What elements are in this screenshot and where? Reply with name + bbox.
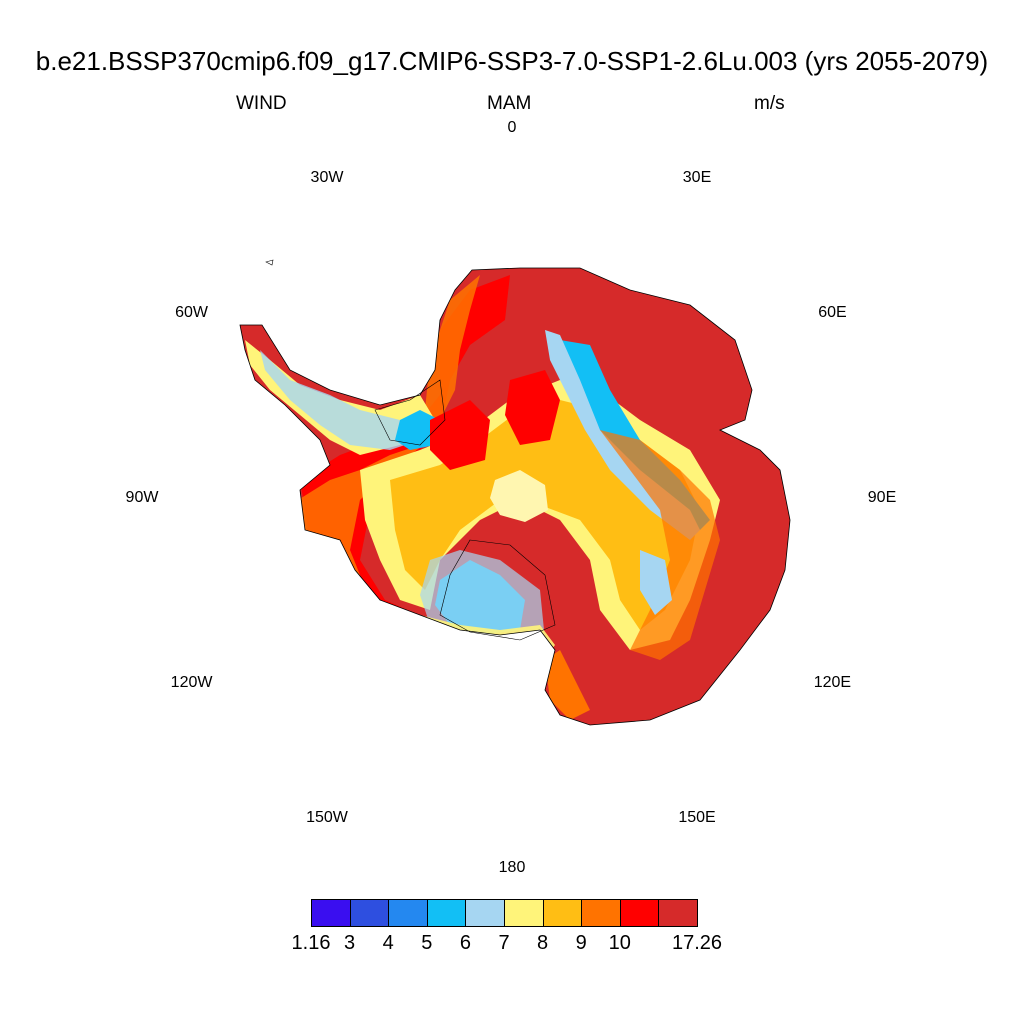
- wind-band-east-orange: [600, 430, 720, 660]
- wind-band-victoria-coast-orange: [545, 650, 590, 720]
- coastline: [239, 267, 791, 726]
- lon-label: 120E: [813, 674, 852, 691]
- lon-label: 90W: [125, 489, 159, 506]
- wind-band-peninsula-blue: [260, 350, 430, 450]
- lon-label: 30W: [310, 168, 344, 186]
- lon-label: 60W: [175, 304, 209, 321]
- figure-title: b.e21.BSSP370cmip6.f09_g17.CMIP6-SSP3-7.…: [35, 46, 989, 76]
- wind-patch-amery-blue: [640, 550, 672, 615]
- colorbar-label: 8: [537, 932, 549, 954]
- colorbar-box: [465, 899, 505, 927]
- colorbar-box: [619, 899, 660, 927]
- colorbar-label: 17.26: [671, 932, 723, 954]
- wind-patch-interior-red-west: [430, 400, 490, 470]
- lon-label: 180: [498, 859, 526, 876]
- colorbar-label: 3: [344, 932, 356, 954]
- wind-patch-weddell-blue: [395, 410, 440, 450]
- units-label: m/s: [754, 93, 785, 114]
- lon-label: 150W: [306, 809, 348, 827]
- colorbar-label: 10: [608, 932, 631, 954]
- colorbar: [311, 899, 698, 927]
- ice-shelf-outline-weddell: [374, 379, 446, 446]
- colorbar-label: 4: [382, 932, 394, 954]
- colorbar-box: [658, 899, 698, 927]
- lon-label: 120W: [170, 674, 213, 691]
- colorbar-label: 5: [421, 932, 433, 954]
- colorbar-label: 6: [459, 932, 471, 954]
- lon-label: 90E: [867, 489, 897, 506]
- colorbar-box: [581, 899, 621, 927]
- wind-patch-pole-lightyellow: [490, 470, 548, 522]
- colorbar-box: [388, 899, 428, 927]
- season-label: MAM: [487, 93, 532, 114]
- colorbar-box: [542, 899, 583, 927]
- colorbar-box: [349, 899, 390, 927]
- colorbar-box: [426, 899, 467, 927]
- lon-label: 150E: [678, 809, 716, 827]
- island-outline: [265, 259, 274, 266]
- wind-patch-interior-red-center: [505, 370, 560, 445]
- lon-label: 30E: [682, 168, 712, 186]
- ice-shelf-outline-ross: [439, 539, 556, 641]
- colorbar-label: 7: [498, 932, 510, 954]
- colorbar-box: [503, 899, 544, 927]
- lon-label: 0: [507, 119, 517, 136]
- variable-label: WIND: [236, 93, 287, 114]
- lon-label: 60E: [818, 304, 847, 321]
- colorbar-box: [311, 899, 351, 927]
- colorbar-label: 1.16: [291, 932, 331, 954]
- colorbar-label: 9: [575, 932, 587, 954]
